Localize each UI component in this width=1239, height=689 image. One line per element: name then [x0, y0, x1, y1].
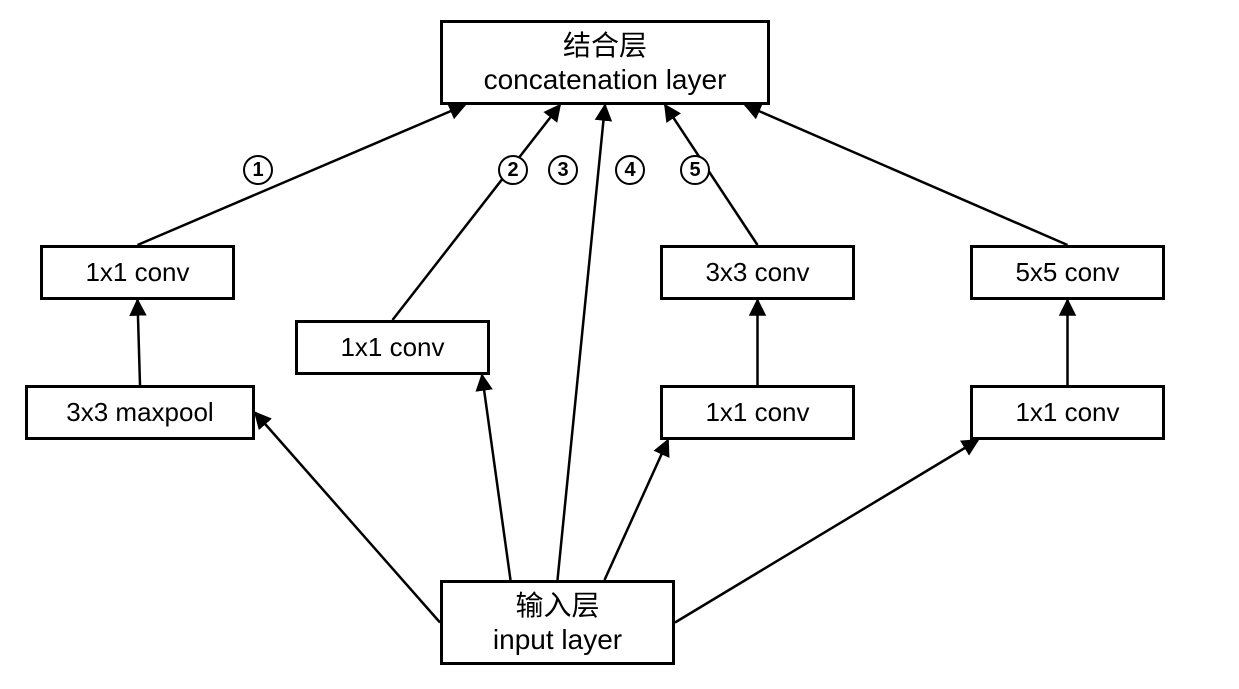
node-label: 1x1 conv: [1015, 397, 1119, 428]
branch-label-1: 1: [243, 155, 273, 185]
branch-label-3: 3: [548, 155, 578, 185]
node-label-line2: concatenation layer: [484, 63, 727, 97]
node-branch5-5x5conv: 5x5 conv: [970, 245, 1165, 300]
node-branch2-1x1conv: 1x1 conv: [295, 320, 490, 375]
node-branch1-1x1conv: 1x1 conv: [40, 245, 235, 300]
node-label-line1: 输入层: [515, 589, 599, 623]
branch-label-2: 2: [498, 155, 528, 185]
node-label: 3x3 maxpool: [66, 397, 213, 428]
node-label: 5x5 conv: [1015, 257, 1119, 288]
node-branch4-1x1conv: 1x1 conv: [660, 385, 855, 440]
node-branch5-1x1conv: 1x1 conv: [970, 385, 1165, 440]
branch-label-5: 5: [680, 155, 710, 185]
node-branch1-3x3maxpool: 3x3 maxpool: [25, 385, 255, 440]
node-label-line2: input layer: [493, 623, 622, 657]
node-label: 1x1 conv: [85, 257, 189, 288]
node-branch4-3x3conv: 3x3 conv: [660, 245, 855, 300]
branch-label-4: 4: [615, 155, 645, 185]
node-input-layer: 输入层 input layer: [440, 580, 675, 665]
node-label-line1: 结合层: [563, 29, 647, 63]
diagram-canvas: 结合层 concatenation layer 输入层 input layer …: [0, 0, 1239, 689]
node-label: 3x3 conv: [705, 257, 809, 288]
node-concatenation-layer: 结合层 concatenation layer: [440, 20, 770, 105]
node-label: 1x1 conv: [705, 397, 809, 428]
node-label: 1x1 conv: [340, 332, 444, 363]
